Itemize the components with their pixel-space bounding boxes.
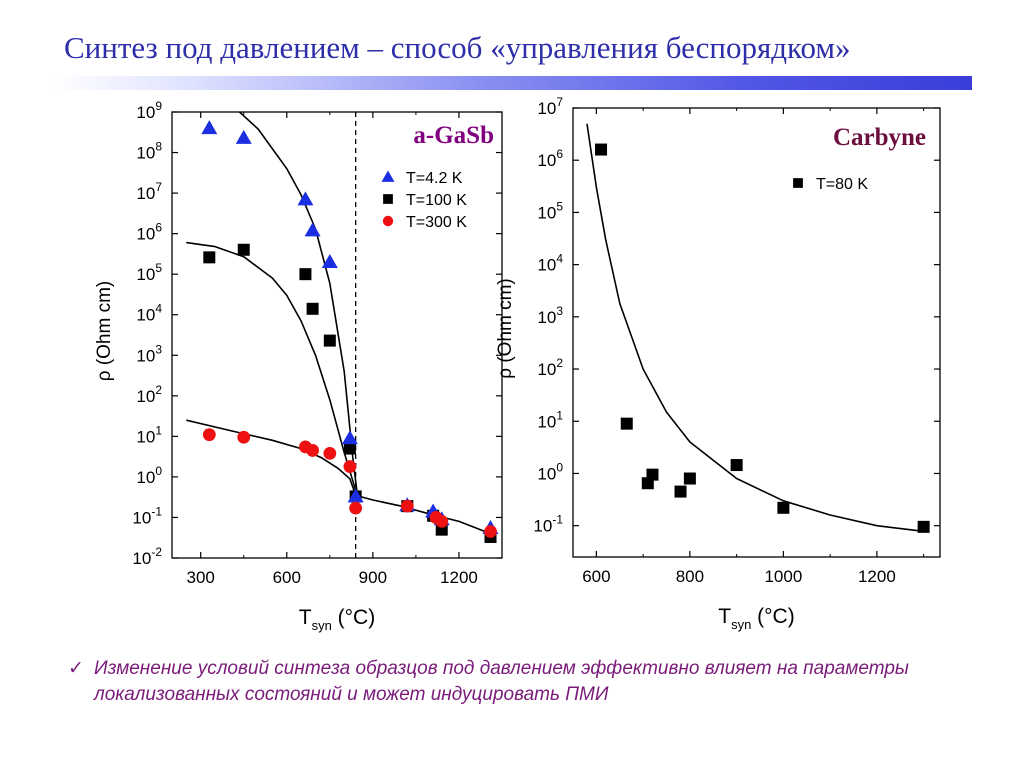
y-tick-label: 106 [136,221,162,244]
data-point [674,485,687,498]
data-point [304,222,321,237]
y-axis-label: ρ (Ohm cm) [495,278,516,379]
y-tick-label: 103 [136,342,162,365]
chart-title: a-GaSb [413,122,494,149]
data-point [201,120,218,135]
y-tick-label: 10-1 [533,513,563,536]
y-tick-label: 102 [136,383,162,406]
x-tick-label: 1200 [440,568,478,587]
data-point [237,430,251,444]
chart-carbyne: 600 800 1000 1200 10-1 100 101 102 103 104 105 106 1… [495,95,941,632]
legend-marker [381,170,395,182]
y-tick-label: 104 [537,252,563,275]
y-tick-label: 101 [537,408,563,431]
x-tick-label: 1000 [764,567,802,586]
fit-curves [186,112,491,535]
data-point [343,442,356,455]
series-t80k [595,143,930,533]
slide-title: Синтез под давлением – способ «управлени… [64,30,851,65]
fit-curves [586,123,924,533]
series-t300k [202,428,497,538]
data-point [323,447,337,460]
y-tick-label: 105 [537,199,563,222]
x-tick-label: 300 [187,568,215,587]
data-point [235,129,252,144]
title-underline [52,76,972,90]
y-tick-label: 104 [136,302,162,325]
y-tick-label: 10-1 [132,504,162,527]
data-point [237,243,250,256]
x-tick-label: 600 [273,568,301,587]
data-point [306,444,320,457]
legend-marker [383,194,393,204]
data-point [347,488,364,503]
data-point [297,191,314,206]
data-point [349,501,363,515]
y-tick-label: 105 [136,261,162,284]
y-tick-label: 10-2 [132,545,162,568]
x-axis-label: Tsyn (°C) [718,605,794,632]
conclusion-note: ✓ Изменение условий синтеза образцов под… [68,656,968,708]
x-tick-label: 600 [582,567,610,586]
data-point [299,268,312,281]
legend-label: T=100 K [406,192,467,209]
y-tick-label: 101 [136,423,162,446]
series-t100k [203,243,497,543]
checkmark-icon: ✓ [68,658,84,679]
y-tick-label: 100 [136,464,162,487]
y-tick-label: 109 [136,99,162,122]
chart-gasb: 300 600 900 1200 10-2 10-1 100 101 102 103 104 105 1… [94,99,503,633]
data-point [484,525,497,538]
legend: T=4.2 K T=100 K T=300 K [381,170,467,231]
data-point [343,460,357,473]
y-tick-label: 106 [537,147,563,170]
legend-marker [793,178,803,188]
fit-curve [586,123,924,533]
legend-label: T=4.2 K [406,170,463,187]
legend-marker [382,215,394,227]
conclusion-text: Изменение условий синтеза образцов под д… [94,658,909,705]
data-point [341,430,358,445]
y-tick-label: 107 [136,180,162,203]
data-point [917,520,930,533]
plot-frame [572,107,941,558]
data-point [646,468,659,481]
chart-title: Carbyne [833,124,926,151]
legend-label: T=80 K [816,176,868,193]
y-tick-label: 107 [537,95,563,118]
y-tick-label: 100 [537,460,563,483]
data-point [202,428,216,442]
data-point [730,459,743,472]
x-axis-label: Tsyn (°C) [299,606,375,633]
data-point [435,514,449,528]
data-point [400,499,414,513]
plot-frame [171,111,503,559]
y-tick-label: 103 [537,304,563,327]
data-point [321,253,338,268]
fit-curve [238,112,358,494]
legend-label: T=300 K [406,214,467,231]
x-tick-label: 800 [676,567,704,586]
y-tick-label: 102 [537,356,563,379]
x-tick-label: 900 [359,568,387,587]
legend: T=80 K [793,176,868,193]
data-point [323,334,336,347]
data-point [595,143,608,156]
y-tick-label: 108 [136,140,162,163]
data-point [620,417,633,430]
data-point [306,302,319,315]
data-point [203,251,216,264]
data-point [777,501,790,514]
x-tick-label: 1200 [858,567,896,586]
y-axis-label: ρ (Ohm cm) [94,281,115,382]
data-point [683,472,696,485]
